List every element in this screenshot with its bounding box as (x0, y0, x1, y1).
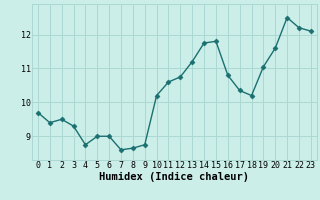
X-axis label: Humidex (Indice chaleur): Humidex (Indice chaleur) (100, 172, 249, 182)
